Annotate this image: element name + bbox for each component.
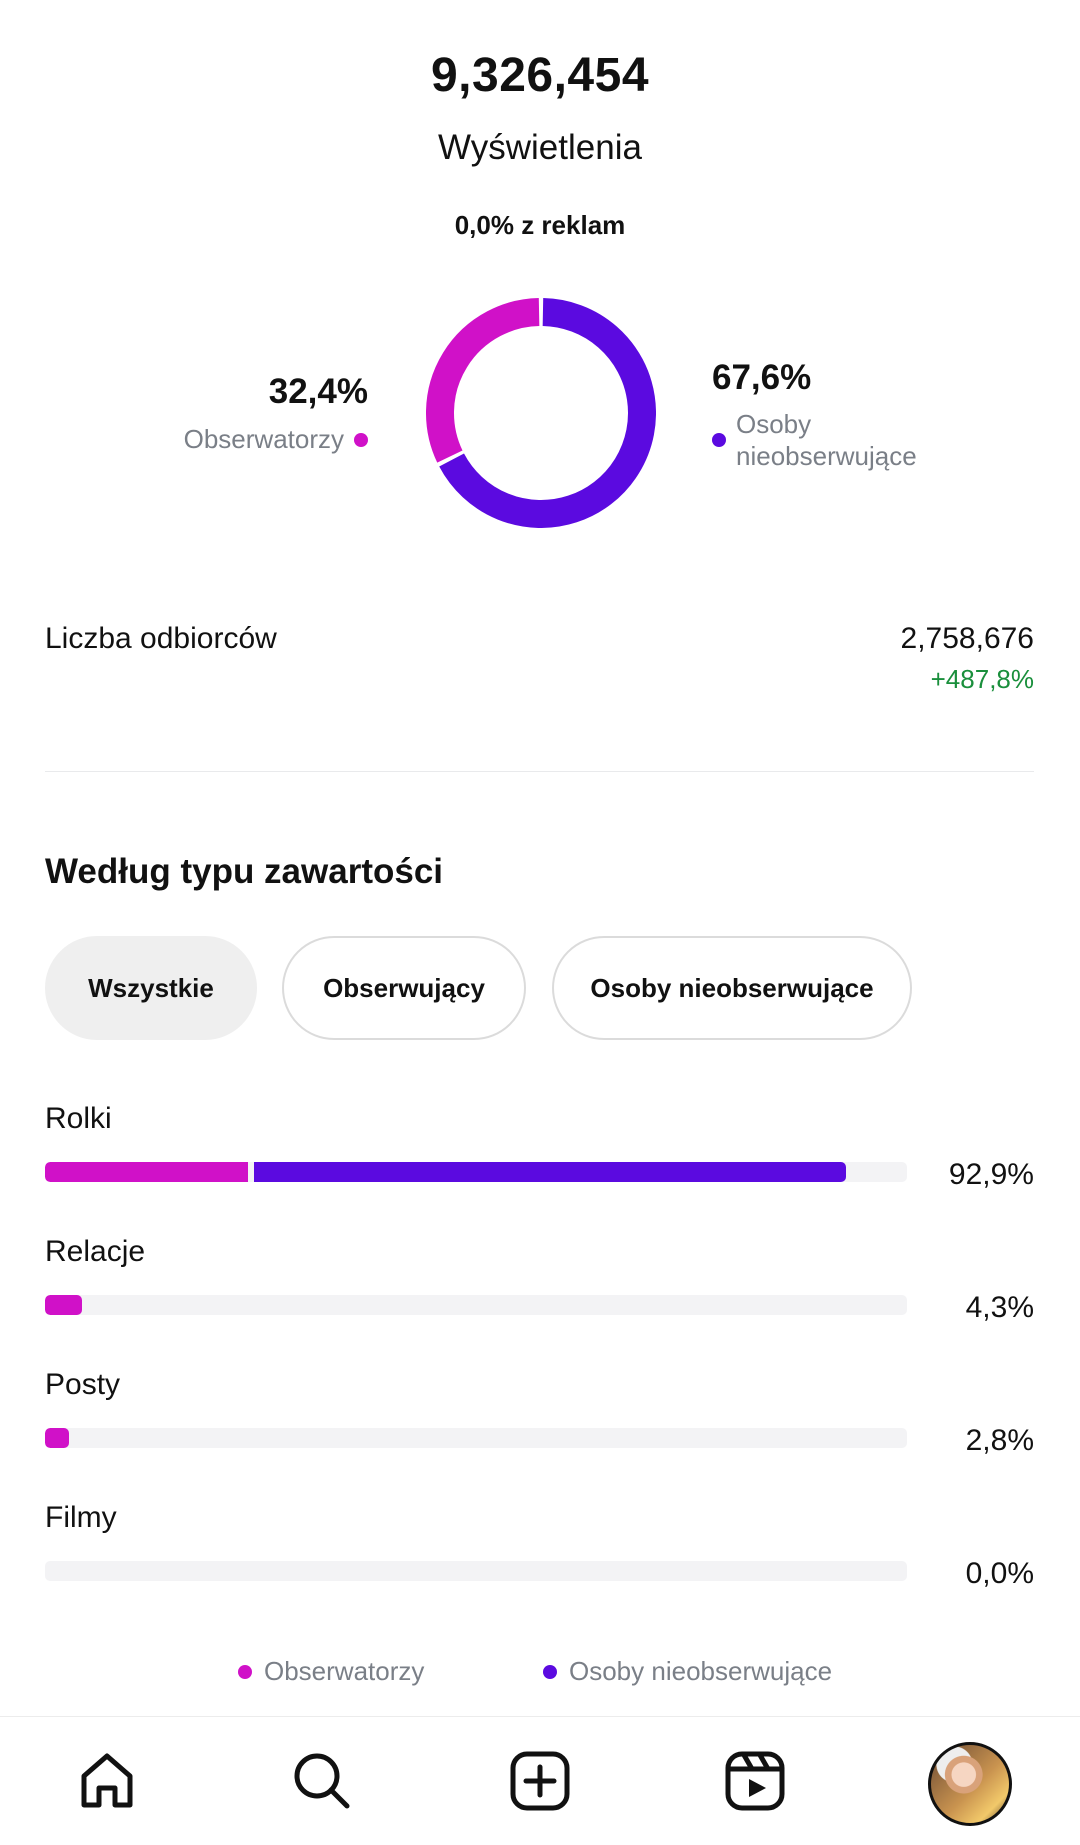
non-followers-dot [712,433,726,447]
legend-non-followers-label: Osoby nieobserwujące [569,1656,833,1686]
content-row-percentage: 4,3% [965,1291,1034,1324]
followers-label: Obserwatorzy [183,424,344,454]
legend-followers: Obserwatorzy [238,1656,424,1687]
bar-segment-followers [45,1428,70,1448]
non-followers-label-line2: nieobserwujące [736,441,917,471]
search-icon[interactable] [286,1745,358,1817]
filter-all-label: Wszystkie [88,972,214,1003]
filter-all-button[interactable]: Wszystkie [45,936,257,1040]
content-row-label: Rolki [45,1102,112,1135]
content-row-label: Filmy [45,1501,117,1534]
content-bar-track [45,1162,907,1182]
followers-dot [354,432,368,447]
bar-segment-followers [45,1162,248,1182]
non-followers-percentage: 67,6% [712,358,812,397]
views-donut-chart [426,298,656,528]
followers-legend: Obserwatorzy [184,424,368,455]
legend-non-followers: Osoby nieobserwujące [543,1656,832,1687]
content-bar-track [45,1295,907,1315]
filter-non-followers-label: Osoby nieobserwujące [590,972,874,1003]
reach-value: 2,758,676 [900,622,1034,655]
section-title: Według typu zawartości [45,852,444,891]
reels-icon[interactable] [719,1745,791,1817]
create-icon[interactable] [504,1745,576,1817]
filter-followers-button[interactable]: Obserwujący [282,936,526,1040]
divider [45,771,1034,772]
content-row-label: Posty [45,1368,121,1401]
profile-avatar[interactable] [928,1742,1012,1826]
content-bar-track [45,1561,907,1581]
content-row-percentage: 0,0% [965,1557,1034,1590]
donut-segment-non-followers [439,298,656,528]
bar-segment-non-followers [253,1162,846,1182]
donut-segment-followers [426,298,540,463]
filter-followers-label: Obserwujący [323,972,485,1003]
non-followers-label-line1: Osoby [736,409,812,439]
legend-followers-dot [238,1664,252,1679]
bottom-navigation [0,1716,1080,1845]
bar-segment-followers [45,1295,83,1315]
content-row-percentage: 92,9% [948,1158,1034,1191]
reach-label: Liczba odbiorców [45,622,277,655]
reach-delta: +487,8% [930,664,1034,694]
legend-non-followers-dot [543,1664,557,1679]
followers-percentage: 32,4% [268,372,368,411]
views-label: Wyświetlenia [438,128,642,167]
content-bar-track [45,1428,907,1448]
filter-non-followers-button[interactable]: Osoby nieobserwujące [552,936,912,1040]
total-views: 9,326,454 [430,49,650,102]
ads-note: 0,0% z reklam [454,210,626,240]
home-icon[interactable] [71,1745,143,1817]
non-followers-legend: Osoby nieobserwujące [712,408,917,472]
content-row-percentage: 2,8% [965,1424,1034,1457]
legend-followers-label: Obserwatorzy [264,1656,425,1686]
content-row-label: Relacje [45,1235,146,1268]
non-followers-label: Osoby nieobserwujące [736,408,917,472]
